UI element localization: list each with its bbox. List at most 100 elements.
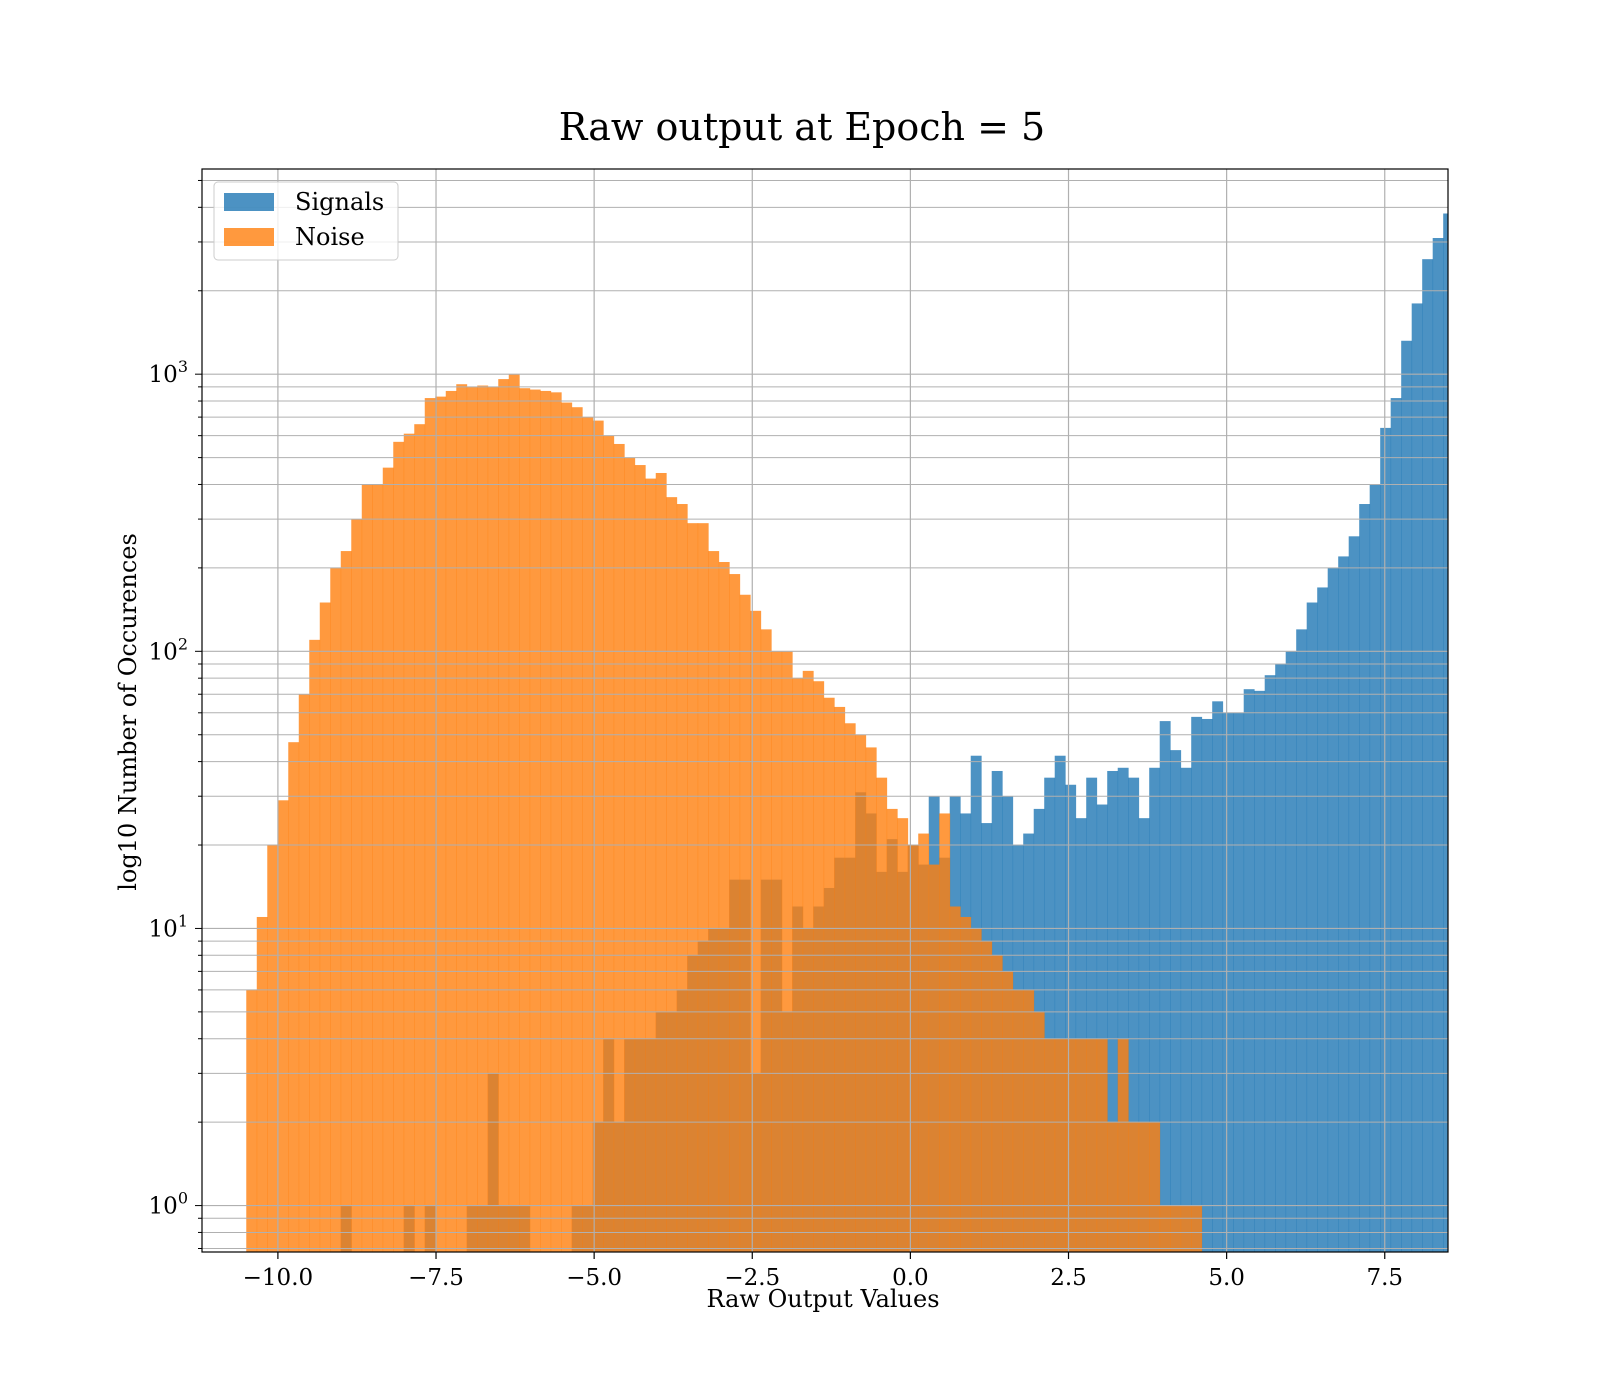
signals-bar	[1138, 818, 1150, 1252]
noise-bar	[330, 567, 342, 1252]
noise-bar	[1117, 1038, 1129, 1252]
noise-bar	[277, 800, 289, 1252]
noise-bar	[298, 694, 310, 1252]
noise-bar	[393, 441, 405, 1252]
x-tick-label: 2.5	[1050, 1265, 1087, 1291]
noise-bar	[771, 651, 783, 1252]
noise-bar	[1086, 1038, 1098, 1252]
x-tick-label: −7.5	[408, 1265, 464, 1291]
noise-bar	[834, 706, 846, 1252]
noise-bar	[729, 574, 741, 1252]
noise-bar	[550, 392, 562, 1252]
noise-bar	[246, 989, 258, 1252]
noise-bar	[865, 747, 877, 1252]
x-tick-label: −10.0	[243, 1265, 313, 1291]
noise-bar	[708, 551, 720, 1252]
noise-bar	[582, 417, 594, 1252]
noise-bar	[939, 813, 951, 1252]
noise-bar	[519, 388, 531, 1252]
noise-bar	[445, 390, 457, 1252]
signals-bar	[1338, 556, 1350, 1252]
signals-bar	[1149, 767, 1161, 1252]
signals-bar	[1180, 767, 1192, 1252]
x-tick-label: 0.0	[892, 1265, 929, 1291]
noise-bar	[592, 420, 604, 1252]
noise-bar	[813, 681, 825, 1252]
y-tick-label: 101	[149, 911, 188, 942]
legend-label-noise: Noise	[295, 223, 365, 251]
signals-bar	[1380, 427, 1392, 1252]
noise-bar	[603, 435, 615, 1252]
noise-bar	[697, 523, 709, 1252]
noise-bar	[1191, 1205, 1203, 1252]
signals-bar	[1317, 587, 1329, 1252]
legend-label-signals: Signals	[295, 188, 384, 216]
noise-bar	[424, 398, 436, 1252]
noise-bar	[886, 808, 898, 1252]
noise-bar	[949, 906, 961, 1252]
noise-bar	[970, 928, 982, 1252]
x-axis-label: Raw Output Values	[706, 1285, 939, 1313]
legend-swatch-signals	[224, 193, 274, 211]
noise-bar	[1065, 1038, 1077, 1252]
noise-bar	[844, 723, 856, 1252]
noise-bar	[918, 833, 930, 1252]
noise-bar	[477, 385, 489, 1252]
noise-bar	[561, 402, 573, 1252]
signals-bar	[1243, 689, 1255, 1252]
noise-bar	[1138, 1122, 1150, 1252]
noise-bar	[361, 484, 373, 1252]
noise-bar	[876, 777, 888, 1252]
noise-bar	[739, 594, 751, 1252]
signals-bar	[1170, 750, 1182, 1252]
noise-bar	[540, 390, 552, 1252]
noise-bar	[267, 845, 279, 1252]
signals-bar	[1233, 712, 1245, 1252]
noise-bar	[645, 478, 657, 1252]
noise-bar	[382, 467, 394, 1252]
noise-bar	[372, 484, 384, 1252]
y-tick-label: 100	[149, 1189, 188, 1220]
signals-bar	[1065, 784, 1077, 1252]
noise-bar	[750, 610, 762, 1252]
signals-bar	[1044, 777, 1056, 1252]
signals-bar	[1264, 675, 1276, 1252]
noise-bar	[1044, 1038, 1056, 1252]
x-tick-label: −5.0	[566, 1265, 622, 1291]
noise-bar	[1180, 1205, 1192, 1252]
noise-bar	[907, 845, 919, 1252]
noise-bar	[508, 374, 520, 1252]
signals-bar	[1285, 651, 1297, 1252]
noise-bar	[781, 651, 793, 1252]
noise-bar	[1107, 1122, 1119, 1252]
signals-bar	[1086, 777, 1098, 1252]
grid-group	[202, 169, 1448, 1252]
noise-bar	[498, 379, 510, 1252]
noise-bar	[1159, 1205, 1171, 1252]
signals-bar	[1275, 663, 1287, 1252]
signals-bar	[1348, 536, 1360, 1252]
noise-bar	[624, 457, 636, 1252]
noise-bar	[256, 916, 268, 1252]
noise-bar	[897, 818, 909, 1252]
chart-title: Raw output at Epoch = 5	[559, 105, 1045, 149]
noise-bar	[634, 465, 646, 1252]
signals-bar	[1222, 712, 1234, 1252]
noise-bar	[981, 941, 993, 1252]
noise-bar	[676, 504, 688, 1252]
noise-bar	[1096, 1038, 1108, 1252]
noise-bar	[571, 407, 583, 1252]
noise-bar	[487, 386, 499, 1252]
signals-bar	[1306, 602, 1318, 1252]
noise-bar	[928, 864, 940, 1252]
noise-bar	[351, 519, 363, 1252]
legend: Signals Noise	[213, 181, 399, 261]
signals-bar	[1327, 567, 1339, 1252]
noise-bar	[319, 602, 331, 1252]
noise-bar	[802, 670, 814, 1252]
noise-bar	[960, 916, 972, 1252]
noise-bar	[414, 424, 426, 1252]
noise-bar	[1075, 1038, 1087, 1252]
signals-bar	[1432, 238, 1444, 1252]
